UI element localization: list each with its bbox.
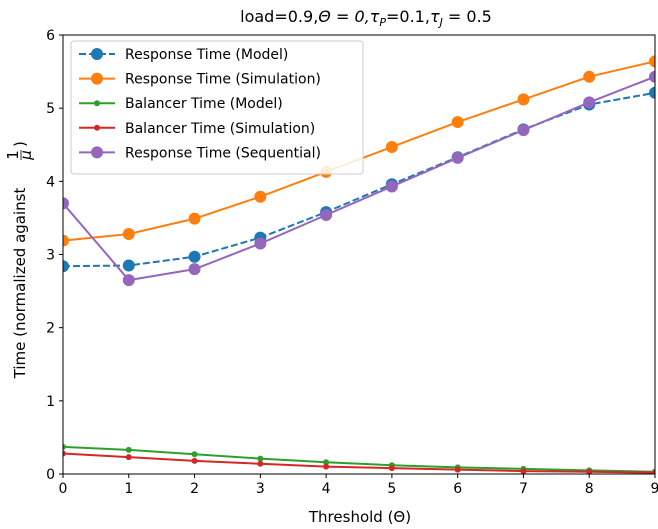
y-axis-label-group: Time (normalized against 1 μ ): [4, 141, 35, 379]
x-tick-label: 3: [256, 481, 265, 497]
data-point: [122, 259, 135, 272]
series-line: [63, 452, 655, 474]
legend-marker: [91, 72, 103, 85]
data-point: [517, 93, 530, 106]
data-point: [517, 124, 530, 137]
data-point: [649, 70, 655, 83]
legend-label: Response Time (Sequential): [125, 145, 321, 161]
data-point: [188, 250, 201, 263]
data-point: [388, 465, 395, 472]
x-tick-label: 4: [322, 481, 331, 497]
x-tick-label: 1: [124, 481, 133, 497]
data-point: [520, 468, 527, 474]
data-point: [122, 228, 135, 241]
x-tick-label: 2: [190, 481, 199, 497]
legend-box: [70, 40, 364, 175]
series-4: [63, 70, 655, 287]
data-point: [583, 96, 596, 109]
chart-title-part-f: = 0.5: [443, 7, 492, 26]
chart-title-part-a: load=0.9,: [240, 7, 318, 26]
data-point: [451, 151, 464, 164]
data-point: [63, 197, 69, 210]
x-tick-label: 8: [585, 481, 594, 497]
data-point: [254, 237, 267, 250]
data-point: [649, 86, 655, 99]
x-tick-label: 0: [59, 481, 68, 497]
y-axis-label-frac-num: 1: [4, 150, 22, 160]
data-point: [320, 208, 333, 221]
data-point: [257, 455, 264, 462]
data-point: [63, 234, 69, 247]
chart-title-part-c-sub: P: [379, 16, 386, 29]
legend-label: Response Time (Model): [125, 47, 288, 63]
series-2: [63, 443, 655, 474]
legend-label: Balancer Time (Simulation): [125, 121, 315, 137]
series-3: [63, 450, 655, 474]
data-point: [125, 446, 132, 453]
data-point: [191, 457, 198, 464]
y-axis-label: Time (normalized against: [11, 188, 29, 380]
data-point: [254, 190, 267, 203]
chart-title-part-c: τ: [370, 7, 380, 26]
data-point: [63, 443, 66, 450]
x-tick-label: 7: [519, 481, 528, 497]
legend-entry: Balancer Time (Model): [79, 96, 283, 112]
y-tick-label: 4: [46, 174, 55, 190]
data-point: [63, 450, 66, 457]
legend-entry: Response Time (Model): [79, 47, 288, 63]
data-point: [454, 466, 461, 473]
axes: 0 1 2 3 4 5 6 7 8 9 0 1 2 3 4 5 6: [46, 28, 658, 497]
data-point: [257, 460, 264, 467]
chart-title: load=0.9,Θ = 0,τP=0.1,τJ = 0.5: [240, 7, 492, 29]
x-tick-label: 9: [651, 481, 658, 497]
legend-label: Balancer Time (Model): [125, 96, 283, 112]
chart-title-part-e: τ: [430, 7, 440, 26]
y-tick-label: 0: [46, 467, 55, 483]
series-line: [63, 445, 655, 473]
legend-marker: [91, 146, 103, 159]
data-point: [583, 70, 596, 83]
x-tick-label: 5: [387, 481, 396, 497]
data-point: [451, 116, 464, 129]
legend-entry: Response Time (Sequential): [79, 145, 321, 161]
legend: Response Time (Model) Response Time (Simu…: [70, 40, 364, 175]
data-point: [188, 212, 201, 225]
chart-title-part-b: Θ = 0,: [318, 7, 369, 26]
series-line: [63, 75, 655, 282]
data-point: [652, 469, 655, 474]
data-point: [188, 263, 201, 276]
plot-area: [63, 55, 655, 474]
data-point: [63, 260, 69, 273]
data-point: [191, 451, 198, 458]
data-point: [323, 459, 330, 466]
legend-marker: [91, 48, 103, 60]
y-axis-label-frac-den: μ: [17, 150, 35, 161]
legend-label: Response Time (Simulation): [125, 72, 321, 88]
legend-entry: Response Time (Simulation): [79, 72, 321, 88]
legend-entry: Balancer Time (Simulation): [79, 121, 315, 137]
chart-title-part-e-sub: J: [438, 16, 443, 29]
data-point: [649, 55, 655, 68]
chart-title-part-d: =0.1,: [386, 7, 430, 26]
legend-marker: [94, 100, 100, 107]
data-point: [385, 180, 398, 193]
y-axis-label-close: ): [11, 141, 29, 147]
x-axis-label: Threshold (Θ): [308, 508, 411, 526]
legend-marker: [94, 124, 100, 131]
data-point: [122, 274, 135, 287]
data-point: [323, 463, 330, 470]
y-tick-label: 5: [46, 101, 55, 117]
y-tick-label: 2: [46, 321, 55, 337]
y-tick-label: 1: [46, 394, 55, 410]
y-tick-label: 3: [46, 248, 55, 264]
data-point: [586, 468, 593, 474]
data-point: [385, 140, 398, 153]
x-tick-label: 6: [453, 481, 462, 497]
y-tick-label: 6: [46, 28, 55, 44]
data-point: [125, 454, 132, 461]
